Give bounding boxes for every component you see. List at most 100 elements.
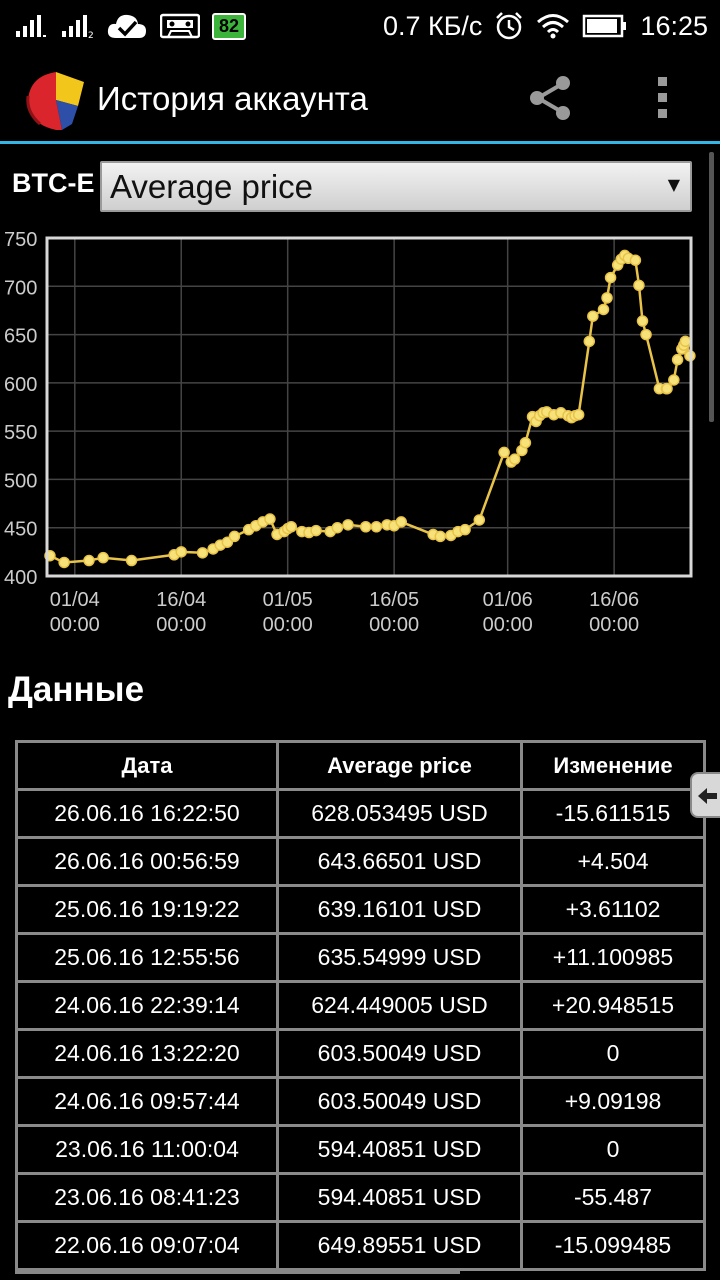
chart-data-point[interactable] (228, 530, 241, 543)
cell-price: 603.50049 USD (276, 1028, 523, 1079)
x-tick-label-time: 00:00 (50, 614, 100, 636)
cell-price: 643.66501 USD (276, 836, 523, 887)
table-row[interactable]: 25.06.16 12:55:56 635.54999 USD +11.100985 (15, 932, 706, 983)
cell-change: +3.61102 (520, 884, 706, 935)
chart-data-point[interactable] (587, 310, 599, 322)
chart-data-point[interactable] (509, 453, 521, 465)
y-tick-label: 600 (4, 374, 37, 396)
chart-data-point[interactable] (342, 519, 354, 531)
x-tick-label-time: 00:00 (156, 614, 206, 636)
data-table: Дата Average price Изменение 26.06.16 16… (15, 740, 706, 1271)
chart-data-point[interactable] (636, 315, 649, 327)
arrow-left-icon (698, 788, 717, 804)
table-row[interactable]: 23.06.16 11:00:04 594.40851 USD 0 (15, 1124, 706, 1175)
metric-dropdown[interactable]: Average price ▼ (100, 161, 692, 212)
x-tick-label-date: 01/06 (483, 589, 533, 611)
x-tick-label-date: 01/05 (263, 589, 313, 611)
table-row[interactable]: 26.06.16 00:56:59 643.66501 USD +4.504 (15, 836, 706, 887)
chart-data-point[interactable] (434, 530, 447, 543)
scrollbar[interactable] (709, 152, 714, 422)
wifi-icon (537, 14, 570, 39)
table-row[interactable]: 24.06.16 22:39:14 624.449005 USD +20.94851… (15, 980, 706, 1031)
chart-data-point[interactable] (679, 335, 692, 348)
app-logo-icon[interactable] (22, 66, 90, 134)
table-row[interactable]: 24.06.16 13:22:20 603.50049 USD 0 (15, 1028, 706, 1079)
chart-data-point[interactable] (58, 556, 70, 569)
table-row[interactable]: 23.06.16 08:41:23 594.40851 USD -55.487 (15, 1172, 706, 1223)
chart-data-point[interactable] (671, 353, 684, 366)
y-tick-label: 750 (4, 229, 37, 251)
chart-data-point[interactable] (583, 335, 596, 348)
chart-data-point[interactable] (97, 551, 109, 564)
table-row[interactable]: 22.06.16 09:07:04 649.89551 USD -15.099485 (15, 1220, 706, 1271)
table-row[interactable]: 25.06.16 19:19:22 639.16101 USD +3.61102 (15, 884, 706, 935)
chart-data-point[interactable] (370, 520, 383, 533)
svg-text:2: 2 (88, 31, 94, 39)
cell-price: 649.89551 USD (276, 1220, 523, 1271)
cell-change: -15.099485 (520, 1220, 706, 1271)
drawer-handle[interactable] (690, 772, 720, 818)
chart-data-point[interactable] (331, 521, 344, 534)
chart-data-point[interactable] (498, 446, 510, 459)
chart-data-point[interactable] (175, 546, 187, 558)
cell-change: -55.487 (520, 1172, 706, 1223)
cell-price: 624.449005 USD (276, 980, 523, 1031)
alarm-icon (496, 12, 523, 40)
cell-date: 24.06.16 22:39:14 (15, 980, 279, 1031)
column-header-price: Average price (276, 740, 523, 791)
cell-price: 628.053495 USD (276, 788, 523, 839)
overflow-menu-icon[interactable] (640, 68, 686, 128)
chart-data-point[interactable] (264, 513, 276, 525)
chart-data-point[interactable] (459, 523, 471, 536)
cassette-icon (160, 13, 200, 39)
y-tick-label: 450 (4, 519, 37, 541)
chart-data-point[interactable] (597, 303, 610, 316)
x-tick-label-date: 01/04 (50, 589, 100, 611)
cell-date: 23.06.16 11:00:04 (15, 1124, 279, 1175)
cloud-check-icon (107, 14, 146, 38)
chart-data-point[interactable] (640, 328, 652, 341)
cell-price: 594.40851 USD (276, 1124, 523, 1175)
cell-date: 22.06.16 09:07:04 (15, 1220, 279, 1271)
page-title: История аккаунта (97, 80, 368, 117)
chart-data-point[interactable] (473, 514, 486, 526)
chart-data-point[interactable] (633, 279, 645, 292)
cell-date: 25.06.16 19:19:22 (15, 884, 279, 935)
chart-data-point[interactable] (359, 520, 372, 533)
chart-data-point[interactable] (395, 516, 407, 528)
cell-change: 0 (520, 1124, 706, 1175)
action-bar (0, 52, 720, 144)
chart-data-point[interactable] (125, 554, 138, 567)
x-tick-label-date: 16/04 (156, 589, 206, 611)
cell-change: +11.100985 (520, 932, 706, 983)
cell-date: 24.06.16 13:22:20 (15, 1028, 279, 1079)
section-title: Данные (8, 670, 145, 709)
chart-data-point[interactable] (572, 408, 585, 421)
chart-data-point[interactable] (83, 554, 95, 567)
y-tick-label: 700 (4, 277, 37, 299)
chart-data-point[interactable] (519, 436, 532, 449)
chart-data-point[interactable] (661, 382, 673, 395)
horizontal-scrollbar[interactable] (15, 1268, 460, 1274)
action-bar-divider (0, 141, 720, 144)
x-tick-label-time: 00:00 (589, 614, 639, 636)
price-chart[interactable]: 400 450 500 550 600 650 700 750 01/04 00:00 16/04… (0, 226, 720, 646)
table-row[interactable]: 26.06.16 16:22:50 628.053495 USD -15.61151… (15, 788, 706, 839)
chart-data-point[interactable] (629, 254, 642, 266)
status-bar: 2 82 0.7 КБ/с 1 (0, 0, 720, 52)
chart-data-point[interactable] (601, 292, 613, 304)
y-tick-label: 550 (4, 422, 37, 444)
cell-change: +4.504 (520, 836, 706, 887)
signal-icon (16, 15, 46, 37)
table-row[interactable]: 24.06.16 09:57:44 603.50049 USD +9.09198 (15, 1076, 706, 1127)
cell-date: 23.06.16 08:41:23 (15, 1172, 279, 1223)
x-tick-label-date: 16/05 (369, 589, 419, 611)
share-icon[interactable] (520, 68, 580, 128)
chart-data-point[interactable] (310, 524, 322, 537)
chart-data-point[interactable] (196, 547, 209, 559)
chart-data-point[interactable] (668, 374, 680, 386)
chart-data-point[interactable] (285, 520, 297, 533)
cell-change: 0 (520, 1028, 706, 1079)
x-tick-label-date: 16/06 (589, 589, 639, 611)
chart-data-point[interactable] (604, 271, 617, 284)
